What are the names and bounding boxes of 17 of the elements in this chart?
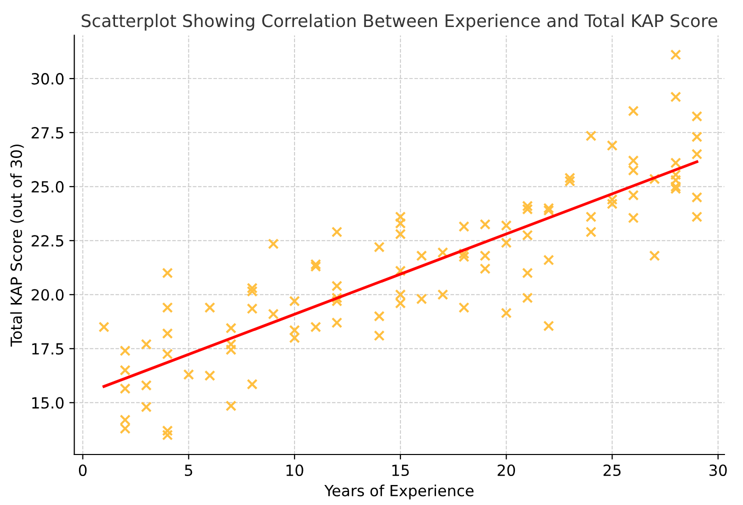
x-tick-label: 20	[498, 464, 516, 476]
x-tick-label: 25	[604, 464, 621, 476]
x-tick-label: 0	[78, 464, 87, 476]
y-tick-label: 27.5	[32, 127, 64, 139]
y-tick-label: 17.5	[32, 343, 64, 355]
y-tick-label: 15.0	[32, 397, 64, 409]
x-tick-label: 5	[184, 464, 192, 476]
y-tick-label: 22.5	[32, 235, 64, 247]
y-axis-title: Total KAP Score (out of 30)	[10, 144, 24, 347]
x-tick-label: 15	[392, 464, 409, 476]
x-axis-title: Years of Experience	[324, 484, 474, 500]
chart-title: Scatterplot Showing Correlation Between Experience and Total KAP Score	[82, 14, 718, 31]
x-tick-label: 30	[710, 464, 727, 476]
x-tick-label: 10	[286, 464, 304, 476]
y-tick-label: 20.0	[32, 289, 64, 301]
y-tick-label: 25.0	[32, 181, 64, 193]
y-tick-label: 30.0	[32, 73, 64, 85]
